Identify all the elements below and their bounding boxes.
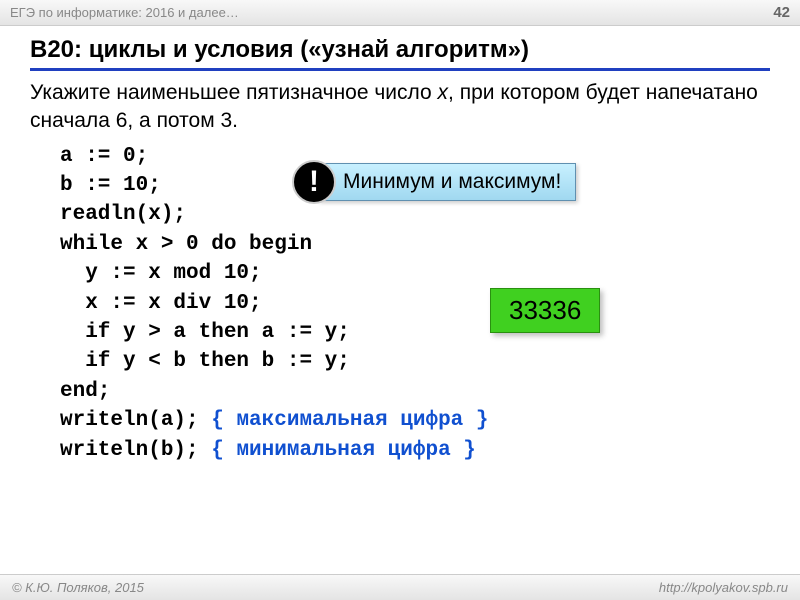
header-title: ЕГЭ по информатике: 2016 и далее…: [10, 5, 239, 20]
code-c10: { максимальная цифра }: [211, 409, 488, 432]
code-l4: while x > 0 do begin: [60, 233, 312, 256]
code-l3: readln(x);: [60, 203, 186, 226]
answer-box: 33336: [490, 288, 600, 333]
code-l6: x := x div 10;: [60, 292, 262, 315]
exclamation-icon: !: [292, 160, 336, 204]
hint-callout: ! Минимум и максимум!: [292, 160, 576, 204]
footer-copyright: © К.Ю. Поляков, 2015: [12, 580, 144, 595]
task-var: x: [438, 81, 449, 104]
task-text: Укажите наименьшее пятизначное число x, …: [30, 79, 770, 136]
slide-content: B20: циклы и условия («узнай алгоритм») …: [0, 26, 800, 465]
footer-bar: © К.Ю. Поляков, 2015 http://kpolyakov.sp…: [0, 574, 800, 600]
code-l9: end;: [60, 380, 110, 403]
code-l11: writeln(b);: [60, 439, 211, 462]
code-l8: if y < b then b := y;: [60, 350, 350, 373]
header-bar: ЕГЭ по информатике: 2016 и далее… 42: [0, 0, 800, 26]
footer-url: http://kpolyakov.spb.ru: [659, 580, 788, 595]
code-l7: if y > a then a := y;: [60, 321, 350, 344]
code-l5: y := x mod 10;: [60, 262, 262, 285]
code-l10: writeln(a);: [60, 409, 211, 432]
task-part1: Укажите наименьшее пятизначное число: [30, 81, 438, 104]
code-c11: { минимальная цифра }: [211, 439, 476, 462]
slide-title: B20: циклы и условия («узнай алгоритм»): [30, 36, 770, 71]
page-number: 42: [773, 4, 790, 21]
hint-label: Минимум и максимум!: [318, 163, 576, 201]
code-l2: b := 10;: [60, 174, 161, 197]
code-l1: a := 0;: [60, 145, 148, 168]
